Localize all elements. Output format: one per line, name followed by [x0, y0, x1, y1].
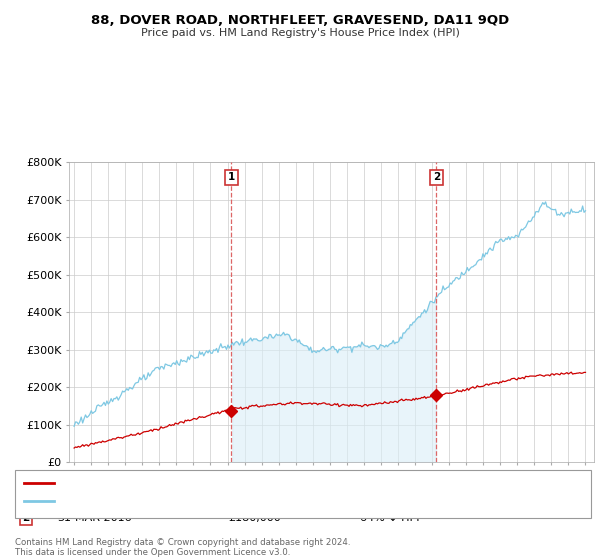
- Text: 1: 1: [228, 172, 235, 183]
- Text: 31-MAR-2016: 31-MAR-2016: [57, 513, 131, 523]
- Text: 88, DOVER ROAD, NORTHFLEET, GRAVESEND, DA11 9QD: 88, DOVER ROAD, NORTHFLEET, GRAVESEND, D…: [91, 14, 509, 27]
- Text: 23-MAR-2004: 23-MAR-2004: [57, 489, 132, 499]
- Text: Price paid vs. HM Land Registry's House Price Index (HPI): Price paid vs. HM Land Registry's House …: [140, 28, 460, 38]
- Text: 88, DOVER ROAD, NORTHFLEET, GRAVESEND, DA11 9QD (detached house): 88, DOVER ROAD, NORTHFLEET, GRAVESEND, D…: [60, 478, 451, 488]
- Text: 2: 2: [22, 513, 29, 523]
- Text: HPI: Average price, detached house, Gravesham: HPI: Average price, detached house, Grav…: [60, 496, 313, 506]
- Text: 64% ↓ HPI: 64% ↓ HPI: [360, 513, 419, 523]
- Text: 2: 2: [433, 172, 440, 183]
- Text: Contains HM Land Registry data © Crown copyright and database right 2024.
This d: Contains HM Land Registry data © Crown c…: [15, 538, 350, 557]
- Text: 1: 1: [22, 489, 29, 499]
- Text: £180,000: £180,000: [228, 513, 281, 523]
- Text: 56% ↓ HPI: 56% ↓ HPI: [360, 489, 419, 499]
- Text: £135,000: £135,000: [228, 489, 281, 499]
